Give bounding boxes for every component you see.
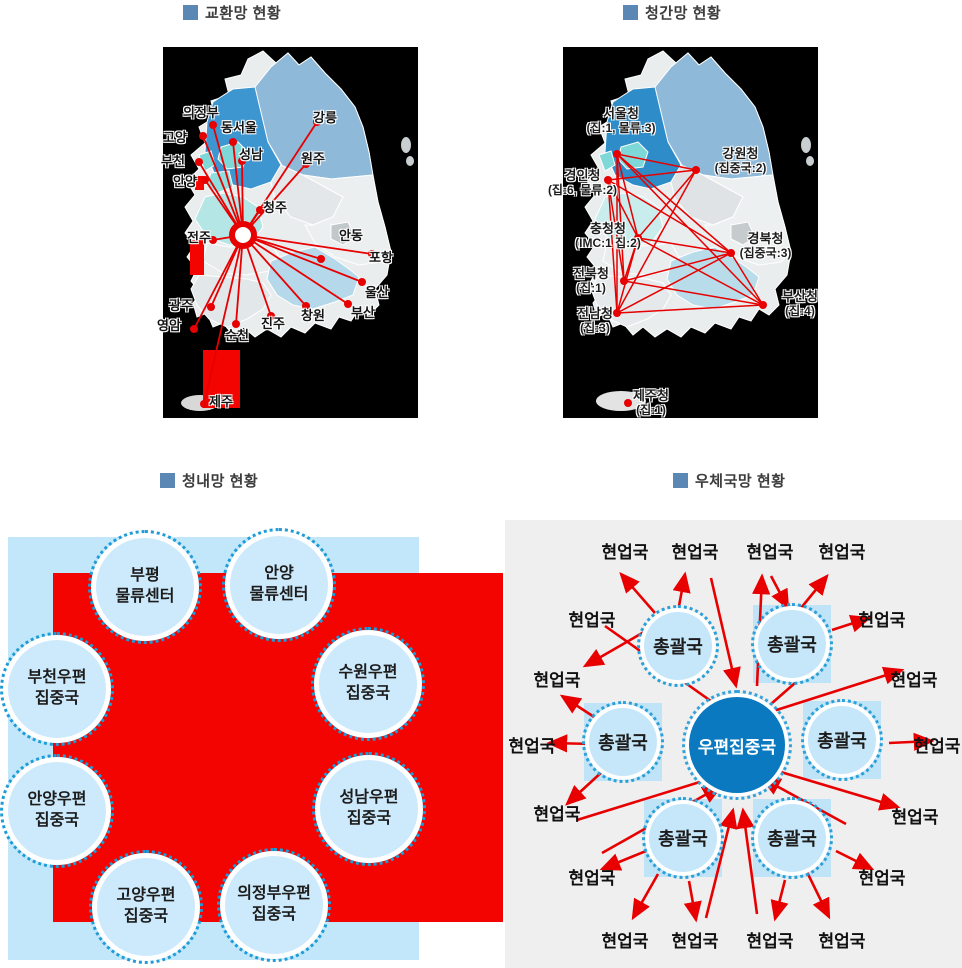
post-office-network-panel: 총괄국 총괄국 총괄국 총괄국 총괄국 총괄국 우편집중국 현업국 현업국 현업… [505, 520, 962, 968]
office-label: 제주청 (집:1) [633, 388, 669, 417]
korea-map-exchange [181, 50, 414, 411]
city-label: 제주 [209, 394, 233, 409]
spoke-label: 현업국 [858, 869, 906, 888]
office-label: 전북청 (집:1) [573, 266, 609, 295]
node-goyang-mail-center: 고양우편 집중국 [89, 850, 203, 964]
city-label: 의정부 [183, 105, 219, 120]
spoke-label: 현업국 [818, 543, 866, 562]
post-office-network-title: 우체국망 현황 [673, 470, 785, 491]
spoke-label: 현업국 [533, 671, 581, 690]
city-label: 부천 [161, 154, 185, 169]
city-label: 순천 [225, 328, 249, 343]
city-label: 울산 [365, 285, 389, 300]
city-label: 진주 [261, 316, 285, 331]
spoke-label: 현업국 [601, 543, 649, 562]
spoke-label: 현업국 [913, 737, 961, 756]
spoke-label: 현업국 [568, 869, 616, 888]
city-label: 창원 [301, 308, 325, 323]
office-label: 경인청 (집:6, 물류:2) [547, 168, 618, 197]
office-label: 부산청 (집:4) [782, 289, 818, 318]
city-label: 성남 [239, 147, 263, 162]
spoke-label: 현업국 [508, 737, 556, 756]
city-label: 포항 [369, 250, 393, 265]
city-label: 원주 [301, 151, 325, 166]
hub-chonggwalguk: 총괄국 [801, 699, 883, 781]
exchange-network-map: 의정부 고양 부천 안양 동서울 성남 강릉 원주 청주 안동 포항 울산 부산… [157, 47, 418, 418]
spoke-label: 현업국 [890, 671, 938, 690]
exchange-hub-dot [229, 221, 257, 249]
city-label: 전주 [187, 230, 211, 245]
city-dots [190, 118, 376, 408]
node-uijeongbu-mail-center: 의정부우편 집중국 [217, 848, 331, 962]
title-bullet-icon [623, 5, 638, 20]
title-bullet-icon [160, 473, 175, 488]
title-text: 청내망 현황 [182, 473, 259, 490]
node-bupyeong-logistics: 부평 물류센터 [88, 530, 202, 644]
spoke-label: 현업국 [671, 932, 719, 951]
city-label: 안양 [173, 174, 197, 189]
spoke-label: 현업국 [746, 932, 794, 951]
office-label: 서울청 (집:1, 물류:3) [586, 106, 656, 135]
regional-links [607, 153, 764, 314]
city-label: 동서울 [221, 120, 257, 135]
spoke-label: 현업국 [568, 611, 616, 630]
office-dots [604, 150, 767, 407]
spoke-label: 현업국 [601, 932, 649, 951]
center-mail-center: 우편집중국 [682, 690, 792, 800]
hub-chonggwalguk: 총괄국 [751, 603, 833, 685]
hub-chonggwalguk: 총괄국 [637, 605, 719, 687]
exchange-links [193, 121, 373, 405]
city-label: 고양 [163, 130, 187, 145]
title-text: 교환망 현황 [205, 5, 282, 22]
office-label: 충청청 (IMC:1 집:2) [575, 221, 641, 250]
hub-chonggwalguk: 총괄국 [582, 701, 664, 783]
network-arrows [546, 571, 935, 923]
node-seongnam-mail-center: 성남우편 집중국 [312, 752, 426, 866]
city-label: 안동 [339, 228, 363, 243]
city-label: 광주 [169, 298, 193, 313]
regional-network-title: 청간망 현황 [623, 2, 721, 23]
hub-chonggwalguk: 총괄국 [642, 797, 724, 879]
hub-chonggwalguk: 총괄국 [751, 797, 833, 879]
office-label: 강원청 (집중국:2) [714, 146, 767, 175]
node-anyang-mail-center: 안양우편 집중국 [0, 754, 114, 868]
intra-network-panel: 부평 물류센터 안양 물류센터 부천우편 집중국 수원우편 집중국 안양우편 집중국 성남… [0, 520, 530, 968]
office-label: 전남청 (집:3) [577, 306, 613, 335]
spoke-label: 현업국 [671, 543, 719, 562]
node-anyang-logistics: 안양 물류센터 [222, 528, 336, 642]
title-bullet-icon [673, 473, 688, 488]
city-label: 영암 [157, 318, 181, 333]
korea-map-regional [584, 50, 814, 411]
spoke-label: 현업국 [858, 611, 906, 630]
spoke-label: 현업국 [891, 808, 939, 827]
node-suwon-mail-center: 수원우편 집중국 [311, 627, 425, 741]
spoke-label: 현업국 [533, 805, 581, 824]
node-bucheon-mail-center: 부천우편 집중국 [0, 632, 114, 746]
regional-network-map: 서울청 (집:1, 물류:3) 강원청 (집중국:2) 경인청 (집:6, 물류:2)… [548, 47, 818, 418]
exchange-network-title: 교환망 현황 [183, 2, 281, 23]
city-label: 청주 [263, 200, 287, 215]
office-label: 경북청 (집중국:3) [739, 231, 792, 260]
intra-network-title: 청내망 현황 [160, 470, 258, 491]
city-label: 부산 [351, 305, 375, 320]
title-bullet-icon [183, 5, 198, 20]
title-text: 우체국망 현황 [695, 473, 786, 490]
city-label: 강릉 [313, 110, 337, 125]
spoke-label: 현업국 [818, 932, 866, 951]
spoke-label: 현업국 [746, 543, 794, 562]
title-text: 청간망 현황 [645, 5, 722, 22]
